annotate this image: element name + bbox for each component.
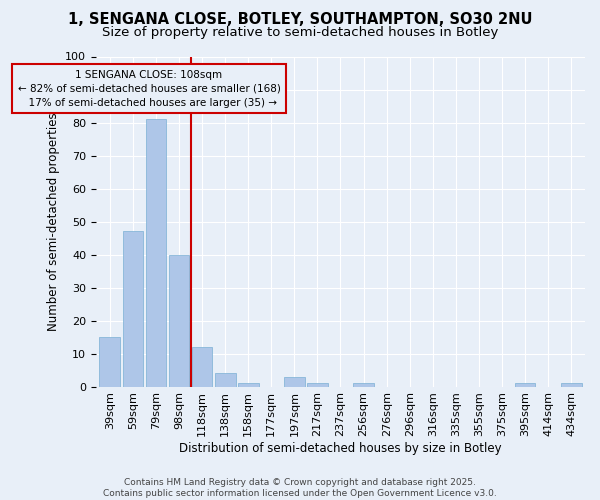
Bar: [169, 254, 190, 386]
Text: 1 SENGANA CLOSE: 108sqm
← 82% of semi-detached houses are smaller (168)
  17% of: 1 SENGANA CLOSE: 108sqm ← 82% of semi-de…: [17, 70, 280, 108]
Text: 1, SENGANA CLOSE, BOTLEY, SOUTHAMPTON, SO30 2NU: 1, SENGANA CLOSE, BOTLEY, SOUTHAMPTON, S…: [68, 12, 532, 28]
Bar: [515, 384, 535, 386]
Text: Contains HM Land Registry data © Crown copyright and database right 2025.
Contai: Contains HM Land Registry data © Crown c…: [103, 478, 497, 498]
Bar: [353, 384, 374, 386]
Bar: [100, 337, 120, 386]
Bar: [238, 384, 259, 386]
Bar: [192, 347, 212, 387]
Bar: [122, 232, 143, 386]
Bar: [146, 119, 166, 386]
Y-axis label: Number of semi-detached properties: Number of semi-detached properties: [47, 112, 60, 331]
Text: Size of property relative to semi-detached houses in Botley: Size of property relative to semi-detach…: [102, 26, 498, 39]
Bar: [561, 384, 581, 386]
X-axis label: Distribution of semi-detached houses by size in Botley: Distribution of semi-detached houses by …: [179, 442, 502, 455]
Bar: [307, 384, 328, 386]
Bar: [284, 376, 305, 386]
Bar: [215, 374, 236, 386]
